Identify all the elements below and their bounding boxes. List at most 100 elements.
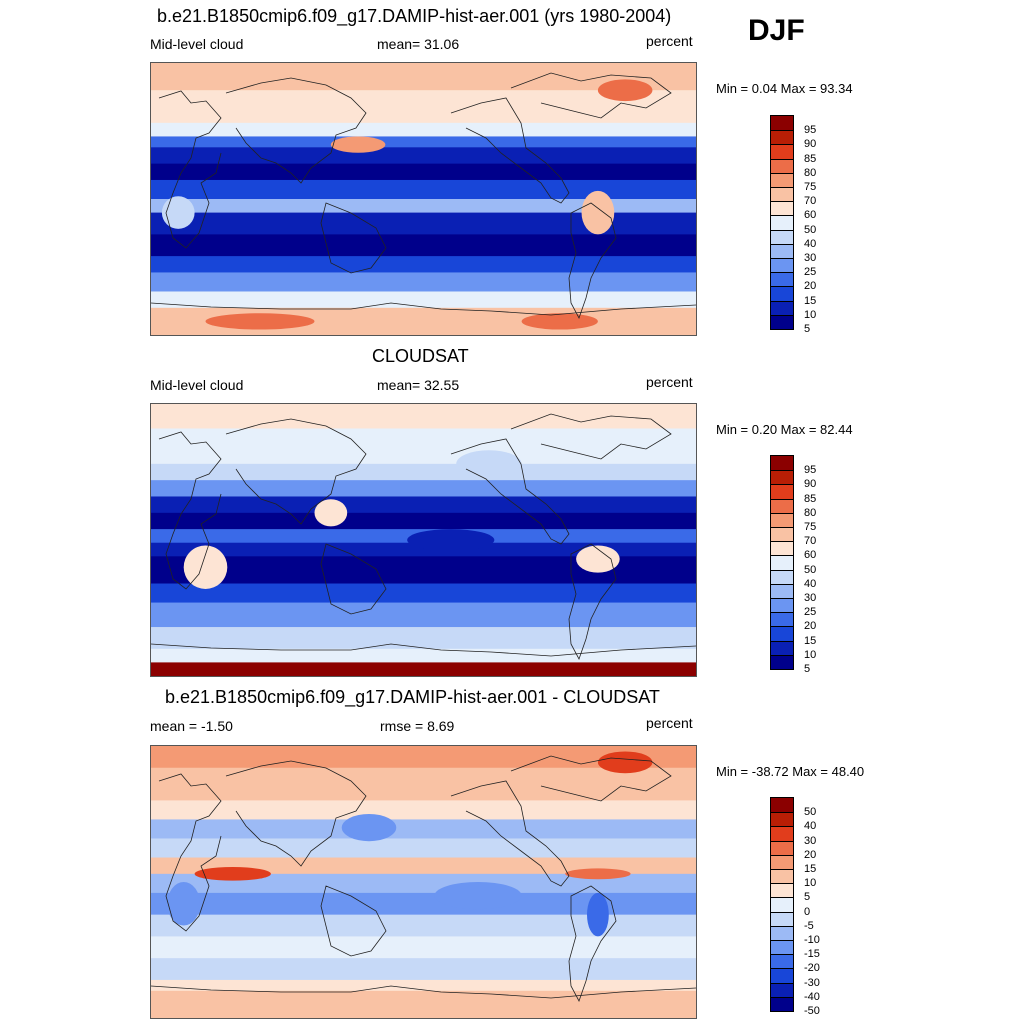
colorbar-tick-label: 30	[804, 834, 817, 847]
colorbar-box	[771, 484, 793, 500]
colorbar-tick-label: -50	[804, 1005, 820, 1017]
colorbar-tick-label: 20	[804, 620, 817, 633]
coastline	[320, 543, 387, 615]
contour-band	[151, 291, 696, 309]
colorbar-separator	[771, 911, 793, 913]
colorbar-separator	[771, 954, 793, 956]
contour-band	[151, 404, 696, 429]
colorbar-separator	[771, 215, 793, 217]
colorbar-separator	[771, 130, 793, 132]
colorbar-tick-label: 25	[804, 266, 817, 279]
coastline	[568, 202, 617, 319]
contour-band	[151, 662, 696, 676]
contour-band	[151, 583, 696, 604]
panel-1-mean-label: mean= 31.06	[377, 36, 460, 52]
colorbar-tick-label: 10	[804, 877, 817, 890]
colorbar-separator	[771, 940, 793, 941]
colorbar-separator	[771, 527, 793, 528]
contour-band	[151, 838, 696, 859]
contour-band	[151, 179, 696, 200]
colorbar-box	[771, 243, 793, 259]
map-field	[151, 746, 696, 1018]
contour-region	[330, 136, 386, 153]
colorbar-box	[771, 883, 793, 898]
colorbar-box	[771, 215, 793, 231]
colorbar-separator	[771, 968, 793, 970]
contour-band	[151, 800, 696, 820]
coastline	[225, 418, 367, 525]
colorbar-box	[771, 826, 793, 842]
coastline	[151, 643, 696, 657]
contour-band	[151, 542, 696, 557]
colorbar-separator	[771, 854, 793, 856]
contour-band	[151, 602, 696, 628]
colorbar-box	[771, 272, 793, 287]
colorbar-box	[771, 158, 793, 174]
colorbar-tick-label: 5	[804, 891, 811, 904]
coastline	[510, 413, 672, 460]
colorbar-box	[771, 626, 793, 642]
colorbar-separator	[771, 826, 793, 828]
panel-2-variable-label: Mid-level cloud	[150, 377, 244, 393]
colorbar-tick-label: -20	[804, 962, 820, 975]
colorbar-separator	[771, 243, 793, 245]
colorbar-box	[771, 996, 793, 1012]
panel-2-map	[150, 403, 697, 677]
contour-region	[194, 867, 271, 881]
colorbar-separator	[771, 925, 793, 927]
colorbar-separator	[771, 996, 793, 998]
contour-band	[151, 212, 696, 235]
contour-region	[183, 545, 228, 589]
colorbar-separator	[771, 583, 793, 585]
coastline	[225, 77, 367, 184]
colorbar-tick-label: 95	[804, 464, 817, 477]
colorbar-separator	[771, 258, 793, 259]
contour-region	[581, 190, 615, 235]
contour-region	[205, 313, 315, 330]
colorbar-tick-label: 15	[804, 634, 817, 647]
panel-3-units-label: percent	[646, 715, 693, 731]
contour-band	[151, 936, 696, 959]
colorbar-box	[771, 258, 793, 273]
colorbar-box	[771, 286, 793, 302]
contour-region	[565, 868, 631, 880]
panel-1-colorbar: 95 90 85 80 75 70 60 50 40 30 25 20 15 10 5	[770, 115, 816, 335]
colorbar-tick-label: 85	[804, 152, 817, 165]
season-label: DJF	[748, 14, 805, 47]
colorbar-box	[771, 925, 793, 941]
colorbar-box	[771, 968, 793, 984]
colorbar-box	[771, 840, 793, 856]
colorbar-box	[771, 555, 793, 571]
colorbar-separator	[771, 569, 793, 571]
contour-band	[151, 428, 696, 465]
map-field	[151, 404, 696, 676]
coastline	[225, 760, 367, 867]
colorbar-box	[771, 654, 793, 670]
colorbar-separator	[771, 982, 793, 984]
colorbar-box	[771, 612, 793, 627]
panel-1-map	[150, 62, 697, 336]
panel-2-mean-label: mean= 32.55	[377, 377, 460, 393]
contour-band	[151, 234, 696, 257]
colorbar-tick-label: 20	[804, 280, 817, 293]
contour-band	[151, 767, 696, 801]
coastline	[320, 202, 387, 274]
colorbar-box	[771, 300, 793, 316]
contour-region	[587, 892, 609, 937]
panel-1-minmax: Min = 0.04 Max = 93.34	[716, 81, 853, 96]
contour-band	[151, 463, 696, 481]
colorbar-box	[771, 640, 793, 656]
contour-band	[151, 990, 696, 1018]
colorbar-tick-label: 0	[804, 905, 811, 918]
colorbar-box	[771, 897, 793, 913]
colorbar-box	[771, 172, 793, 188]
colorbar-box	[771, 229, 793, 245]
colorbar-separator	[771, 470, 793, 472]
colorbar-box	[771, 527, 793, 542]
colorbar-separator	[771, 187, 793, 188]
panel-3-title: b.e21.B1850cmip6.f09_g17.DAMIP-hist-aer.…	[165, 687, 660, 707]
colorbar-box	[771, 854, 793, 870]
contour-band	[151, 480, 696, 497]
coastline	[568, 543, 617, 660]
colorbar-tick-label: 75	[804, 521, 817, 533]
